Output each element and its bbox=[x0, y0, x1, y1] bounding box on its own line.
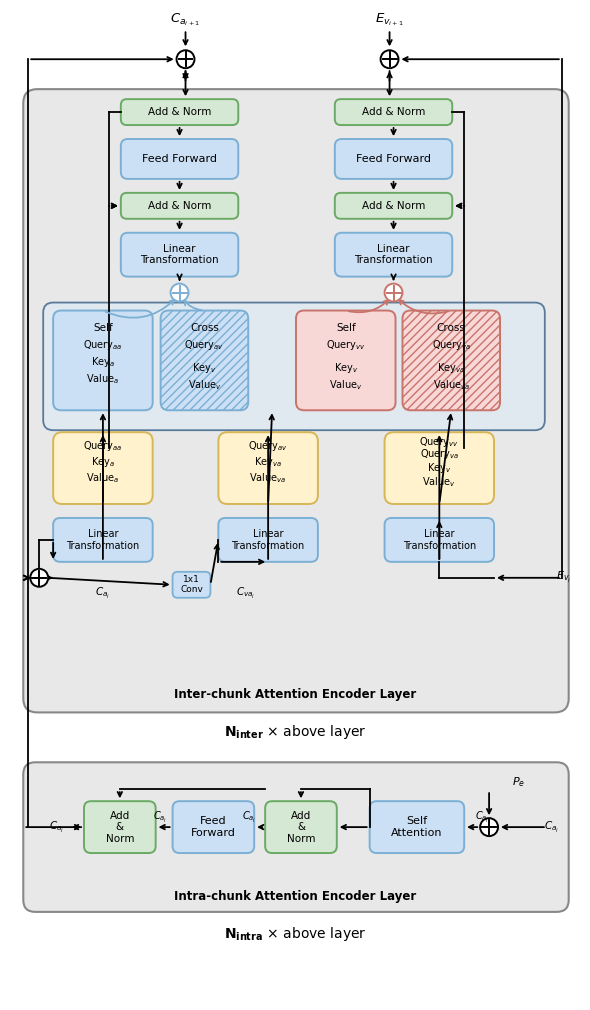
FancyBboxPatch shape bbox=[121, 99, 238, 125]
Text: Query$_{vv}$: Query$_{vv}$ bbox=[419, 435, 459, 449]
Text: $C_{va_i}$: $C_{va_i}$ bbox=[235, 586, 255, 601]
Text: Value$_v$: Value$_v$ bbox=[422, 475, 456, 489]
Text: Feed Forward: Feed Forward bbox=[356, 154, 431, 164]
Text: $C_{a_i}$: $C_{a_i}$ bbox=[153, 810, 168, 825]
Text: Query$_{av}$: Query$_{av}$ bbox=[185, 338, 224, 352]
Text: Self: Self bbox=[336, 323, 356, 333]
Text: Linear
Transformation: Linear Transformation bbox=[66, 529, 139, 550]
Text: $C_{a_i}$: $C_{a_i}$ bbox=[242, 810, 257, 825]
Text: Query$_{va}$: Query$_{va}$ bbox=[431, 338, 471, 352]
Text: Query$_{va}$: Query$_{va}$ bbox=[419, 447, 459, 462]
FancyBboxPatch shape bbox=[53, 432, 153, 504]
FancyBboxPatch shape bbox=[53, 518, 153, 562]
Text: Self: Self bbox=[93, 323, 113, 333]
Text: $C_{a_i}$: $C_{a_i}$ bbox=[475, 810, 489, 825]
Circle shape bbox=[381, 50, 398, 69]
Text: $E_{v_i}$: $E_{v_i}$ bbox=[556, 571, 571, 586]
Text: $C_{a_{i+1}}$: $C_{a_{i+1}}$ bbox=[171, 11, 201, 27]
FancyBboxPatch shape bbox=[218, 432, 318, 504]
Text: Key$_a$: Key$_a$ bbox=[91, 456, 115, 469]
Text: $P_e$: $P_e$ bbox=[512, 776, 526, 789]
Text: $E_{v_{i+1}}$: $E_{v_{i+1}}$ bbox=[375, 11, 404, 27]
FancyBboxPatch shape bbox=[265, 801, 337, 853]
Text: Linear
Transformation: Linear Transformation bbox=[403, 529, 476, 550]
Text: $\mathbf{N_{inter}}$ $\times$ above layer: $\mathbf{N_{inter}}$ $\times$ above laye… bbox=[224, 723, 366, 741]
Circle shape bbox=[171, 284, 188, 302]
FancyBboxPatch shape bbox=[53, 310, 153, 410]
Text: Value$_v$: Value$_v$ bbox=[188, 379, 221, 392]
Text: Add & Norm: Add & Norm bbox=[362, 201, 425, 211]
Text: 1x1
Conv: 1x1 Conv bbox=[180, 575, 203, 595]
FancyBboxPatch shape bbox=[43, 303, 545, 430]
Text: Cross: Cross bbox=[190, 323, 219, 333]
FancyBboxPatch shape bbox=[218, 518, 318, 562]
FancyBboxPatch shape bbox=[402, 310, 500, 410]
Text: $\mathbf{N_{intra}}$ $\times$ above layer: $\mathbf{N_{intra}}$ $\times$ above laye… bbox=[224, 925, 366, 942]
FancyBboxPatch shape bbox=[335, 232, 453, 277]
FancyBboxPatch shape bbox=[160, 310, 248, 410]
Text: Value$_a$: Value$_a$ bbox=[86, 373, 120, 386]
Text: $C_{a_i}$: $C_{a_i}$ bbox=[96, 586, 110, 601]
Text: Add & Norm: Add & Norm bbox=[148, 201, 211, 211]
FancyBboxPatch shape bbox=[121, 139, 238, 179]
Text: Self
Attention: Self Attention bbox=[391, 816, 442, 838]
FancyBboxPatch shape bbox=[23, 89, 569, 712]
FancyBboxPatch shape bbox=[121, 193, 238, 219]
Text: Feed
Forward: Feed Forward bbox=[191, 816, 236, 838]
FancyBboxPatch shape bbox=[84, 801, 156, 853]
Circle shape bbox=[30, 569, 48, 587]
FancyBboxPatch shape bbox=[335, 193, 453, 219]
Text: Query$_{av}$: Query$_{av}$ bbox=[248, 439, 288, 453]
FancyBboxPatch shape bbox=[173, 572, 211, 598]
Text: Linear
Transformation: Linear Transformation bbox=[354, 243, 433, 266]
Text: Key$_v$: Key$_v$ bbox=[427, 462, 451, 475]
Circle shape bbox=[385, 284, 402, 302]
FancyBboxPatch shape bbox=[173, 801, 254, 853]
Circle shape bbox=[480, 818, 498, 836]
Text: Feed Forward: Feed Forward bbox=[142, 154, 217, 164]
FancyBboxPatch shape bbox=[335, 139, 453, 179]
Text: Value$_a$: Value$_a$ bbox=[86, 472, 120, 485]
Text: Value$_{va}$: Value$_{va}$ bbox=[432, 379, 470, 392]
FancyBboxPatch shape bbox=[370, 801, 464, 853]
Text: Query$_{aa}$: Query$_{aa}$ bbox=[83, 338, 123, 352]
Text: Query$_{vv}$: Query$_{vv}$ bbox=[326, 338, 366, 352]
Text: Key$_v$: Key$_v$ bbox=[333, 362, 358, 376]
Text: Value$_{va}$: Value$_{va}$ bbox=[250, 472, 287, 485]
Text: Query$_{aa}$: Query$_{aa}$ bbox=[83, 439, 123, 453]
Text: Linear
Transformation: Linear Transformation bbox=[140, 243, 219, 266]
Text: Intra-chunk Attention Encoder Layer: Intra-chunk Attention Encoder Layer bbox=[174, 891, 416, 903]
FancyBboxPatch shape bbox=[335, 99, 453, 125]
Text: Key$_{va}$: Key$_{va}$ bbox=[254, 456, 282, 469]
Text: Add
&
Norm: Add & Norm bbox=[287, 810, 315, 843]
FancyBboxPatch shape bbox=[23, 763, 569, 912]
Text: Value$_v$: Value$_v$ bbox=[329, 379, 363, 392]
Text: Linear
Transformation: Linear Transformation bbox=[231, 529, 305, 550]
Circle shape bbox=[176, 50, 195, 69]
Text: Key$_v$: Key$_v$ bbox=[192, 362, 217, 376]
Text: Add & Norm: Add & Norm bbox=[362, 107, 425, 117]
Text: Add
&
Norm: Add & Norm bbox=[106, 810, 134, 843]
Text: Key$_a$: Key$_a$ bbox=[91, 356, 115, 370]
Text: $C_{a_i}$: $C_{a_i}$ bbox=[48, 819, 64, 834]
FancyBboxPatch shape bbox=[296, 310, 395, 410]
Text: Key$_{va}$: Key$_{va}$ bbox=[437, 362, 466, 376]
FancyBboxPatch shape bbox=[121, 232, 238, 277]
Text: $C_{a_i}$: $C_{a_i}$ bbox=[544, 819, 559, 834]
FancyBboxPatch shape bbox=[385, 432, 494, 504]
Text: Inter-chunk Attention Encoder Layer: Inter-chunk Attention Encoder Layer bbox=[174, 688, 416, 701]
Text: Add & Norm: Add & Norm bbox=[148, 107, 211, 117]
Text: Cross: Cross bbox=[437, 323, 466, 333]
FancyBboxPatch shape bbox=[385, 518, 494, 562]
